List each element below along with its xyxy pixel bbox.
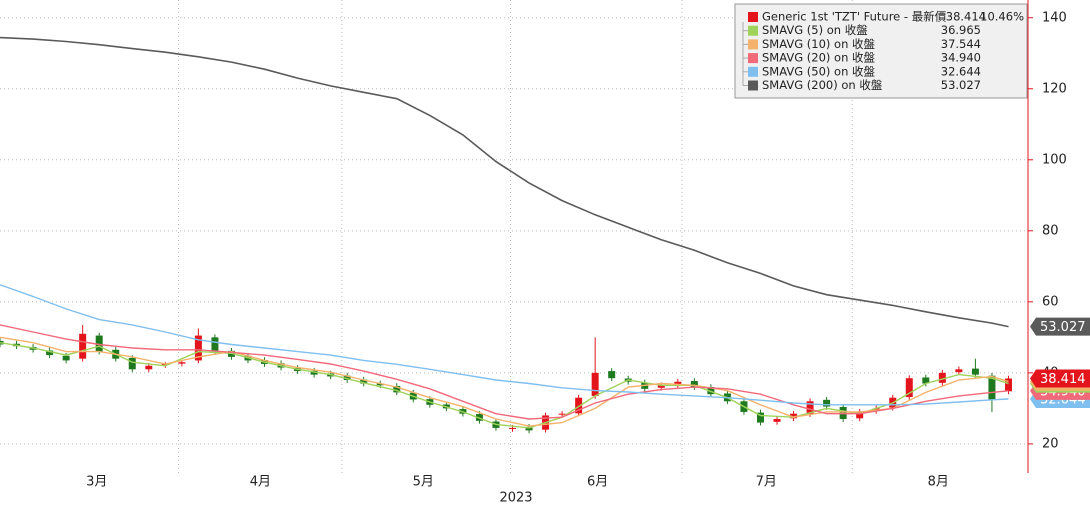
legend-swatch	[748, 39, 758, 50]
legend-value: 38.414	[946, 10, 986, 24]
candle-body	[938, 372, 946, 383]
x-tick-label: 8月	[928, 475, 949, 490]
candle-body	[690, 381, 698, 388]
x-tick-label: 4月	[250, 475, 271, 490]
candle-body	[707, 387, 715, 395]
candle-body	[310, 370, 318, 375]
price-tag-label: 53.027	[1040, 320, 1086, 335]
candle-body	[525, 426, 533, 431]
legend-label: SMAVG (20) on 收盤	[762, 51, 876, 65]
candle-body	[194, 335, 202, 361]
ma-line	[0, 36, 1009, 328]
candle-body	[343, 375, 351, 380]
candle-body	[1004, 378, 1012, 392]
y-tick-label: 20	[1042, 436, 1059, 451]
legend-swatch	[748, 53, 758, 64]
candle-body	[575, 397, 583, 414]
legend-value: 37.544	[941, 37, 981, 51]
candle-body	[46, 350, 54, 356]
legend-value: 32.644	[941, 64, 981, 78]
x-tick-label: 5月	[413, 475, 434, 490]
candle-body	[376, 383, 384, 386]
legend-swatch	[748, 80, 758, 91]
candle-body	[509, 427, 516, 429]
candle-body	[790, 413, 798, 419]
legend-swatch	[748, 12, 758, 22]
x-axis-label: 2023	[499, 491, 532, 505]
legend-swatch	[748, 66, 758, 77]
candle-body	[856, 411, 864, 419]
candle-body	[211, 337, 219, 352]
candle-body	[806, 401, 814, 415]
candle-body	[988, 375, 996, 400]
y-tick-label: 60	[1042, 294, 1059, 309]
ma-line	[0, 336, 1009, 427]
candle-body	[79, 333, 87, 359]
legend-value: 53.027	[941, 78, 981, 92]
y-tick-label: 100	[1042, 152, 1067, 167]
legend-value: 36.965	[941, 23, 981, 37]
y-tick-label: 140	[1042, 10, 1067, 25]
candle-body	[657, 385, 665, 388]
candle-body	[905, 378, 913, 398]
legend-label: Generic 1st 'TZT' Future - 最新價	[762, 10, 947, 24]
price-tag: 38.414	[1030, 369, 1090, 388]
legend-value: 34.940	[941, 51, 981, 65]
ma-line	[0, 324, 1009, 420]
ma-line	[0, 284, 1009, 406]
candle-body	[971, 368, 979, 375]
candle-body	[591, 372, 599, 396]
x-tick-label: 7月	[756, 475, 777, 490]
legend-label: SMAVG (10) on 收盤	[762, 37, 876, 51]
candle-body	[558, 413, 566, 415]
candle-body	[128, 357, 136, 370]
candle-body	[145, 365, 153, 370]
candle-body	[608, 371, 616, 379]
candle-body	[756, 412, 764, 423]
candle-body	[178, 362, 186, 364]
candle-body	[62, 355, 70, 361]
candle-body	[773, 419, 781, 422]
candle-body	[823, 399, 831, 407]
legend-label: SMAVG (200) on 收盤	[762, 78, 883, 92]
candle-body	[393, 385, 401, 393]
candle-body	[360, 379, 368, 384]
legend-change: 10.46%	[980, 10, 1024, 24]
legend-label: SMAVG (5) on 收盤	[762, 23, 868, 37]
price-tag-box	[1030, 369, 1090, 388]
x-tick-label: 6月	[587, 475, 608, 490]
y-tick-label: 80	[1042, 223, 1059, 238]
candle-body	[839, 406, 847, 420]
candle-body	[922, 377, 930, 384]
legend-swatch	[748, 25, 758, 36]
candle-body	[955, 369, 963, 373]
price-tag: 53.027	[1030, 317, 1090, 336]
y-tick-label: 120	[1042, 81, 1067, 96]
price-tag-box	[1030, 317, 1090, 336]
candle-body	[95, 335, 103, 352]
legend-box	[734, 3, 1028, 99]
legend-label: SMAVG (50) on 收盤	[762, 64, 876, 78]
candle-body	[674, 381, 682, 385]
price-tag-label: 38.414	[1040, 372, 1086, 387]
x-tick-label: 3月	[86, 475, 107, 490]
legend: Generic 1st 'TZT' Future - 最新價 38.41410.4…	[734, 3, 1028, 99]
